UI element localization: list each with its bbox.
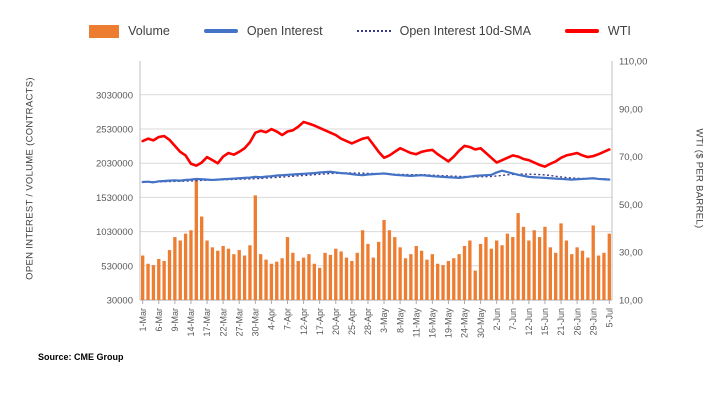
svg-text:19-May: 19-May [444,308,454,339]
svg-text:9-Mar: 9-Mar [170,308,180,332]
source-note: Source: CME Group [38,352,124,362]
legend-item-open-interest: Open Interest [203,24,323,38]
svg-text:12-Jun: 12-Jun [524,308,534,336]
volume-swatch-icon [89,24,120,38]
legend-label-wti: WTI [607,24,631,38]
svg-text:30,00: 30,00 [619,248,643,259]
svg-text:22-Mar: 22-Mar [218,308,228,337]
svg-text:25-Apr: 25-Apr [347,308,357,335]
svg-text:2530000: 2530000 [96,125,133,136]
svg-text:3-May: 3-May [379,308,389,334]
svg-text:29-Jun: 29-Jun [588,308,598,336]
svg-text:2030000: 2030000 [96,159,133,170]
svg-text:4-Apr: 4-Apr [267,308,277,330]
svg-text:15-Jun: 15-Jun [540,308,550,336]
svg-text:6-Mar: 6-Mar [154,308,164,332]
legend-item-volume: Volume [89,24,170,38]
svg-text:2-Jun: 2-Jun [492,308,502,331]
legend-label-volume: Volume [128,24,170,38]
svg-text:27-Mar: 27-Mar [234,308,244,337]
svg-text:90,00: 90,00 [619,104,643,115]
svg-text:110,00: 110,00 [619,57,647,68]
svg-text:1530000: 1530000 [96,193,133,204]
svg-text:21-Jun: 21-Jun [556,308,566,336]
y-axis-left-title: OPEN INTEREST / VOLUME (CONTRACTS) [24,77,36,280]
oi-sma-dotted-swatch-icon [356,30,391,32]
svg-text:1-Mar: 1-Mar [138,308,148,332]
svg-text:8-May: 8-May [395,308,405,334]
svg-text:530000: 530000 [101,261,133,272]
svg-text:14-Mar: 14-Mar [186,308,196,337]
svg-text:17-Mar: 17-Mar [202,308,212,337]
svg-text:16-May: 16-May [428,308,438,339]
svg-text:24-May: 24-May [460,308,470,339]
svg-text:12-Apr: 12-Apr [299,308,309,335]
svg-text:30-Mar: 30-Mar [251,308,261,337]
legend-item-wti: WTI [564,24,631,38]
svg-text:1030000: 1030000 [96,227,133,238]
svg-text:26-Jun: 26-Jun [572,308,582,336]
legend-item-oi-sma: Open Interest 10d-SMA [356,24,531,38]
svg-text:20-Apr: 20-Apr [331,308,341,335]
svg-text:70,00: 70,00 [619,152,643,163]
svg-text:7-Apr: 7-Apr [283,308,293,330]
svg-text:11-May: 11-May [411,308,421,338]
legend-label-open-interest: Open Interest [246,24,323,38]
svg-text:3030000: 3030000 [96,90,133,101]
svg-text:5-Jul: 5-Jul [605,308,615,328]
wti-line-swatch-icon [564,29,599,33]
svg-text:50,00: 50,00 [619,200,643,211]
open-interest-line-swatch-icon [203,29,238,33]
svg-text:30-May: 30-May [476,308,486,339]
svg-text:30000: 30000 [107,296,133,307]
y-axis-right-title: WTI ($ PER BARREL) [693,128,705,229]
svg-text:7-Jun: 7-Jun [508,308,518,331]
legend-label-oi-sma: Open Interest 10d-SMA [399,24,531,38]
svg-text:28-Apr: 28-Apr [363,308,373,335]
svg-text:10,00: 10,00 [619,296,643,307]
svg-text:17-Apr: 17-Apr [315,308,325,335]
chart-legend: Volume Open Interest Open Interest 10d-S… [0,16,720,46]
